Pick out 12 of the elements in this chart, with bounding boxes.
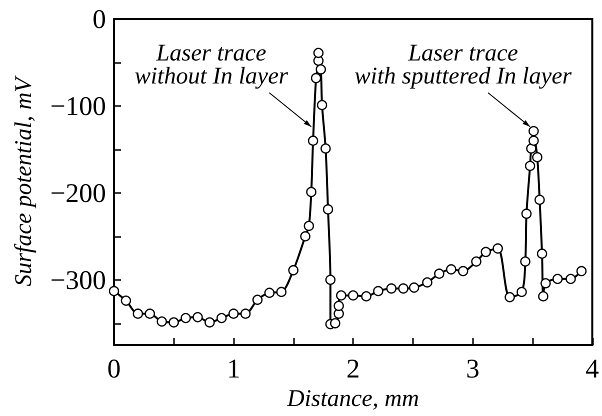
x-tick-label: 4 xyxy=(586,354,600,384)
y-tick-label: −200 xyxy=(50,178,106,208)
y-axis-title: Surface potential, mV xyxy=(11,75,37,286)
annotation: Laser trace without In layer xyxy=(134,40,289,90)
y-tick-label: 0 xyxy=(92,4,106,34)
x-tick-label: 3 xyxy=(466,354,480,384)
y-tick-label: −300 xyxy=(50,264,106,295)
x-tick-label: 1 xyxy=(226,354,240,384)
y-tick-label: −100 xyxy=(50,90,106,121)
x-axis-title: Distance, mm xyxy=(286,386,420,412)
x-tick-label: 2 xyxy=(346,354,360,384)
annotation: Laser trace with sputtered In layer xyxy=(354,40,572,90)
